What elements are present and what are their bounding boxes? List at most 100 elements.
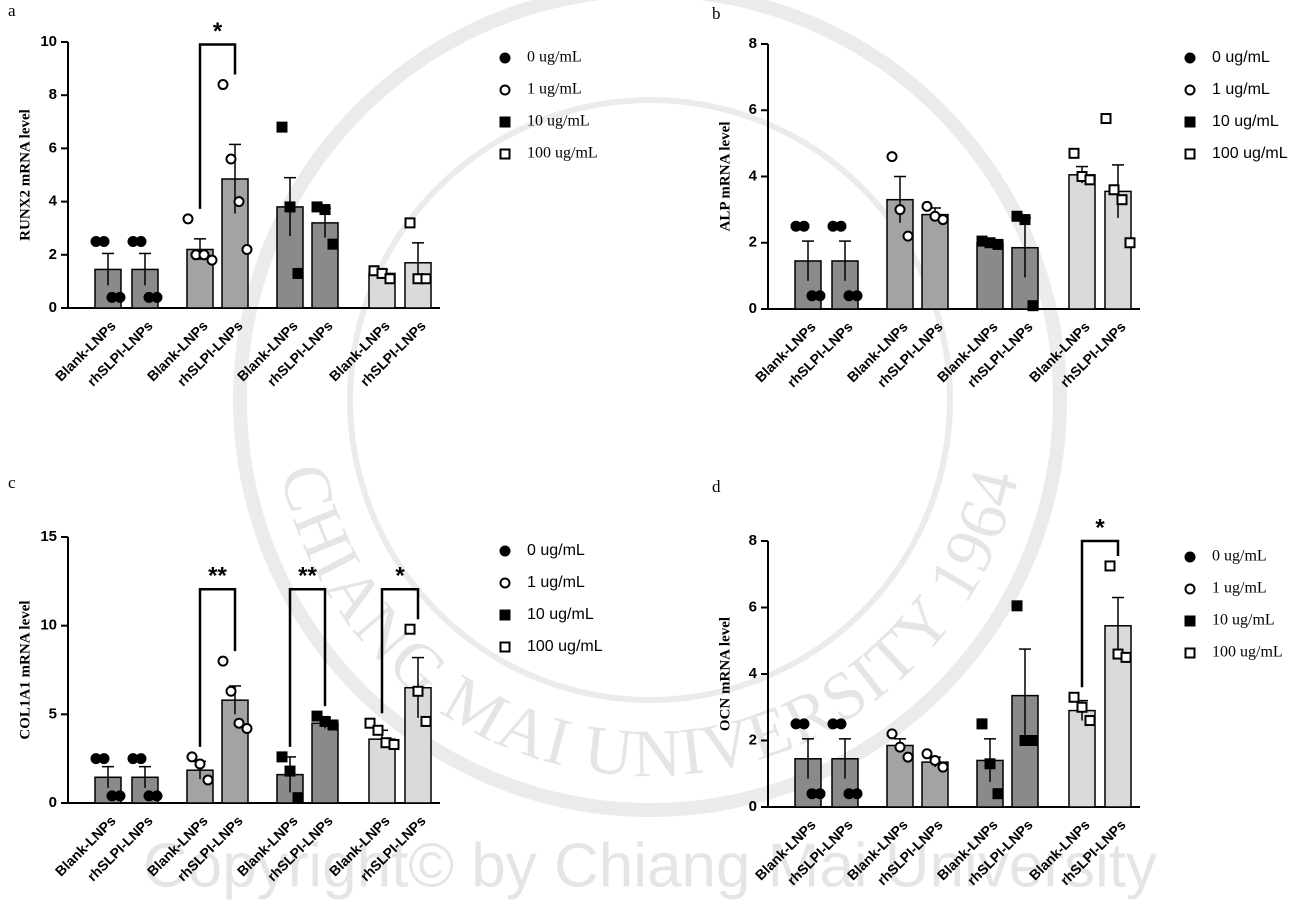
legend-marker xyxy=(501,611,510,620)
legend-label: 1 ug/mL xyxy=(527,574,585,591)
legend-label: 10 ug/mL xyxy=(1212,113,1279,130)
data-point xyxy=(329,240,338,249)
legend-label: 100 ug/mL xyxy=(527,638,603,655)
y-tick-label: 4 xyxy=(749,167,758,184)
legend-marker xyxy=(1186,617,1195,626)
panel-letter: c xyxy=(8,473,16,492)
panel-letter: d xyxy=(712,477,721,496)
data-point xyxy=(1106,561,1115,570)
legend-marker xyxy=(1186,150,1195,159)
y-axis-label: OCN mRNA level xyxy=(717,617,733,731)
legend-label: 100 ug/mL xyxy=(1212,644,1283,661)
legend-label: 10 ug/mL xyxy=(527,113,590,130)
data-point xyxy=(278,123,287,132)
data-point xyxy=(406,218,415,227)
data-point xyxy=(153,791,162,800)
y-axis-label: RUNX2 mRNA level xyxy=(17,109,33,241)
data-point xyxy=(227,155,236,164)
data-point xyxy=(286,202,295,211)
data-point xyxy=(904,232,913,241)
data-point xyxy=(374,726,383,735)
panel-letter: b xyxy=(712,4,721,23)
data-point xyxy=(219,657,228,666)
legend-marker xyxy=(1186,553,1195,562)
data-point xyxy=(1126,238,1135,247)
data-point xyxy=(294,269,303,278)
data-point xyxy=(1102,114,1111,123)
data-point xyxy=(1029,736,1038,745)
data-point xyxy=(923,749,932,758)
y-tick-label: 0 xyxy=(49,299,57,316)
data-point xyxy=(1013,601,1022,610)
data-point xyxy=(986,759,995,768)
data-point xyxy=(1070,149,1079,158)
seal-ring xyxy=(350,100,950,700)
y-tick-label: 8 xyxy=(749,35,757,52)
data-point xyxy=(1110,185,1119,194)
data-point xyxy=(1021,215,1030,224)
legend-marker xyxy=(1186,649,1195,658)
data-point xyxy=(390,740,399,749)
y-tick-label: 0 xyxy=(749,798,757,815)
data-point xyxy=(422,717,431,726)
data-point xyxy=(800,719,809,728)
bar xyxy=(977,243,1003,309)
legend-label: 100 ug/mL xyxy=(527,145,598,162)
y-tick-label: 10 xyxy=(40,33,57,50)
legend-label: 100 ug/mL xyxy=(1212,145,1288,162)
legend-label: 1 ug/mL xyxy=(1212,580,1267,597)
data-point xyxy=(978,719,987,728)
data-point xyxy=(896,743,905,752)
data-point xyxy=(422,274,431,283)
legend-label: 0 ug/mL xyxy=(527,49,582,66)
data-point xyxy=(321,205,330,214)
y-tick-label: 0 xyxy=(49,794,57,811)
data-point xyxy=(243,245,252,254)
data-point xyxy=(1078,703,1087,712)
y-tick-label: 15 xyxy=(40,528,57,545)
data-point xyxy=(837,222,846,231)
panel-letter: a xyxy=(8,1,16,20)
significance-label: ** xyxy=(298,563,317,590)
data-point xyxy=(939,763,948,772)
data-point xyxy=(137,237,146,246)
data-point xyxy=(116,293,125,302)
data-point xyxy=(386,274,395,283)
significance-label: ** xyxy=(208,563,227,590)
seal-ring xyxy=(240,0,1060,810)
data-point xyxy=(243,724,252,733)
y-tick-label: 4 xyxy=(749,665,758,682)
legend-marker xyxy=(1186,118,1195,127)
legend-marker xyxy=(1186,585,1195,594)
data-point xyxy=(1118,195,1127,204)
data-point xyxy=(100,754,109,763)
data-point xyxy=(153,293,162,302)
data-point xyxy=(939,215,948,224)
data-point xyxy=(414,687,423,696)
data-point xyxy=(278,752,287,761)
data-point xyxy=(816,789,825,798)
legend-marker xyxy=(501,86,510,95)
legend-label: 10 ug/mL xyxy=(527,606,594,623)
y-tick-label: 2 xyxy=(749,234,757,251)
y-tick-label: 10 xyxy=(40,617,57,634)
legend-marker xyxy=(501,150,510,159)
data-point xyxy=(208,256,217,265)
y-tick-label: 8 xyxy=(749,532,757,549)
data-point xyxy=(329,720,338,729)
legend-label: 1 ug/mL xyxy=(527,81,582,98)
bar xyxy=(222,700,248,803)
bar xyxy=(922,215,948,309)
data-point xyxy=(931,756,940,765)
significance-label: * xyxy=(213,18,223,45)
y-tick-label: 6 xyxy=(749,598,757,615)
y-tick-label: 2 xyxy=(749,731,757,748)
data-point xyxy=(994,240,1003,249)
y-tick-label: 0 xyxy=(749,300,757,317)
bar xyxy=(312,723,338,803)
data-point xyxy=(888,152,897,161)
significance-label: * xyxy=(1095,514,1105,541)
data-point xyxy=(235,197,244,206)
data-point xyxy=(1086,716,1095,725)
data-point xyxy=(923,202,932,211)
